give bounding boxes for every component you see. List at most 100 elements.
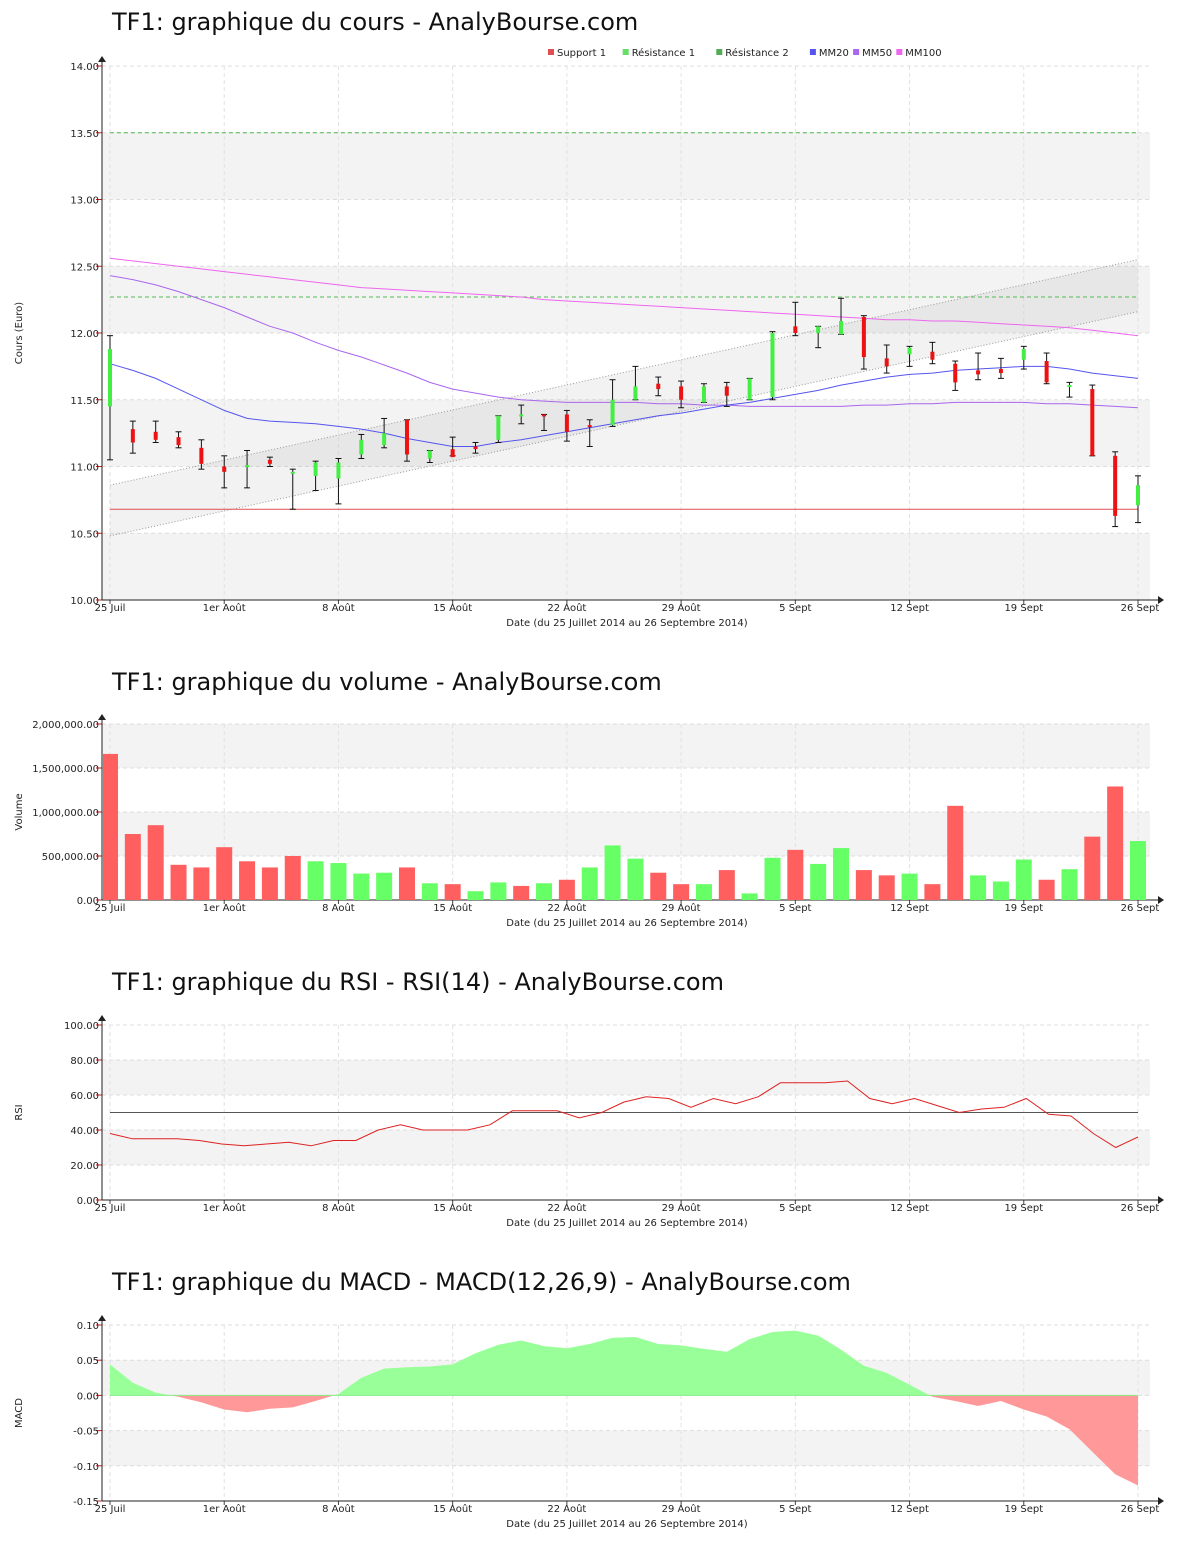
- x-axis-label: Date (du 25 Juillet 2014 au 26 Septembre…: [506, 918, 747, 929]
- volume-bar-down: [558, 879, 575, 900]
- x-tick-label: 25 Juil: [95, 1203, 126, 1214]
- volume-bar-down: [513, 885, 530, 900]
- x-axis-label: Date (du 25 Juillet 2014 au 26 Septembre…: [506, 1519, 747, 1530]
- candle-up: [382, 433, 387, 446]
- y-tick-label: 60.00: [70, 1091, 99, 1102]
- candle-down: [564, 414, 569, 432]
- y-tick-label: 10.00: [70, 596, 99, 607]
- volume-bar-up: [741, 893, 758, 900]
- candle-up: [907, 347, 912, 355]
- x-tick-label: 15 Août: [433, 1202, 472, 1214]
- x-axis-arrow: [1158, 1196, 1164, 1204]
- candle-up: [496, 415, 501, 440]
- volume-bar-down: [947, 805, 964, 900]
- candle-down: [473, 446, 478, 450]
- candle-down: [199, 447, 204, 464]
- volume-bar-up: [970, 875, 987, 900]
- y-axis-arrow: [98, 56, 106, 62]
- y-tick-label: 0.00: [77, 1196, 99, 1207]
- x-tick-label: 15 Août: [433, 602, 472, 614]
- trend-channel: [110, 259, 1138, 536]
- grid-band: [102, 812, 1150, 856]
- volume-bar-down: [239, 861, 256, 900]
- volume-bar-down: [1038, 879, 1055, 900]
- grid-band: [102, 1130, 1150, 1165]
- x-tick-label: 25 Juil: [95, 903, 126, 914]
- candle-up: [816, 326, 821, 333]
- x-tick-label: 1er Août: [203, 602, 246, 614]
- candle-up: [427, 450, 432, 459]
- candle-up: [610, 399, 615, 426]
- trend-channel-lower: [109, 311, 1139, 537]
- volume-bar-down: [787, 849, 804, 900]
- candle-up: [1067, 385, 1072, 388]
- candle-down: [976, 370, 981, 375]
- volume-bar-up: [490, 882, 507, 900]
- candle-down: [587, 425, 592, 428]
- grid-band: [102, 132, 1150, 200]
- y-tick-label: 13.50: [70, 129, 99, 140]
- x-tick-label: 15 Août: [433, 1503, 472, 1515]
- candle-down: [861, 316, 866, 358]
- y-axis-label: RSI: [14, 1104, 25, 1120]
- volume-bar-down: [124, 834, 141, 900]
- candle-up: [290, 471, 295, 474]
- grid-band: [102, 724, 1150, 768]
- y-tick-label: 0.00: [77, 896, 99, 907]
- candle-down: [222, 466, 227, 472]
- y-tick-label: -0.15: [73, 1497, 99, 1508]
- volume-bar-up: [1130, 841, 1146, 900]
- x-tick-label: 26 Sept: [1121, 1203, 1160, 1214]
- volume-bar-down: [103, 753, 118, 900]
- candle-down: [884, 358, 889, 367]
- volume-bar-down: [650, 872, 667, 900]
- x-tick-label: 15 Août: [433, 902, 472, 914]
- candle-down: [953, 363, 958, 383]
- rsi-chart: 0.00 20.00 40.00 60.00 80.00 100.00 25 Juil 1er…: [14, 1015, 1164, 1229]
- y-tick-label: 80.00: [70, 1056, 99, 1067]
- rsi-chart-title: TF1: graphique du RSI - RSI(14) - AnalyB…: [112, 968, 724, 996]
- volume-bar-up: [627, 858, 644, 900]
- y-tick-label: -0.05: [73, 1427, 99, 1438]
- volume-bar-up: [353, 873, 370, 900]
- x-tick-label: 19 Sept: [1004, 1203, 1043, 1214]
- mm50-line: [109, 275, 1139, 409]
- y-tick-label: 40.00: [70, 1126, 99, 1137]
- x-tick-label: 8 Août: [322, 1202, 355, 1214]
- x-tick-label: 26 Sept: [1121, 903, 1160, 914]
- legend-swatch: [716, 49, 723, 55]
- y-tick-label: 12.00: [70, 329, 99, 340]
- volume-bar-up: [1061, 869, 1078, 900]
- legend-swatch: [622, 49, 629, 55]
- y-tick-label: 11.00: [70, 463, 99, 474]
- volume-bar-down: [444, 884, 461, 900]
- x-tick-label: 1er Août: [203, 1202, 246, 1214]
- x-tick-label: 29 Août: [662, 1503, 701, 1515]
- candle-up: [519, 414, 524, 417]
- x-tick-label: 29 Août: [662, 602, 701, 614]
- volume-bar-up: [421, 883, 438, 900]
- price-chart: 10.00 10.50 11.00 11.50 12.00 12.50 13.00 13.50…: [14, 47, 1164, 629]
- legend-swatch: [853, 49, 860, 55]
- volume-chart: 0.00 500,000.00 1,000,000.00 1,500,000.00 2,…: [14, 714, 1164, 929]
- x-tick-label: 12 Sept: [890, 1203, 929, 1214]
- x-tick-label: 1er Août: [203, 1503, 246, 1515]
- volume-bar-down: [147, 825, 164, 900]
- candle-up: [770, 333, 775, 398]
- volume-bar-up: [901, 873, 918, 900]
- x-axis-arrow: [1158, 896, 1164, 904]
- volume-bar-up: [376, 872, 393, 900]
- candle-down: [679, 386, 684, 400]
- x-tick-label: 5 Sept: [779, 1504, 811, 1515]
- x-tick-label: 12 Sept: [890, 1504, 929, 1515]
- volume-bar-up: [604, 845, 621, 900]
- volume-bar-down: [924, 884, 941, 900]
- candle-up: [701, 386, 706, 403]
- candle-up: [747, 378, 752, 400]
- y-tick-label: 2,000,000.00: [32, 720, 99, 731]
- candle-down: [998, 369, 1003, 374]
- x-tick-label: 22 Août: [547, 602, 586, 614]
- x-tick-label: 29 Août: [662, 902, 701, 914]
- volume-bar-down: [193, 867, 210, 900]
- candle-up: [108, 349, 112, 407]
